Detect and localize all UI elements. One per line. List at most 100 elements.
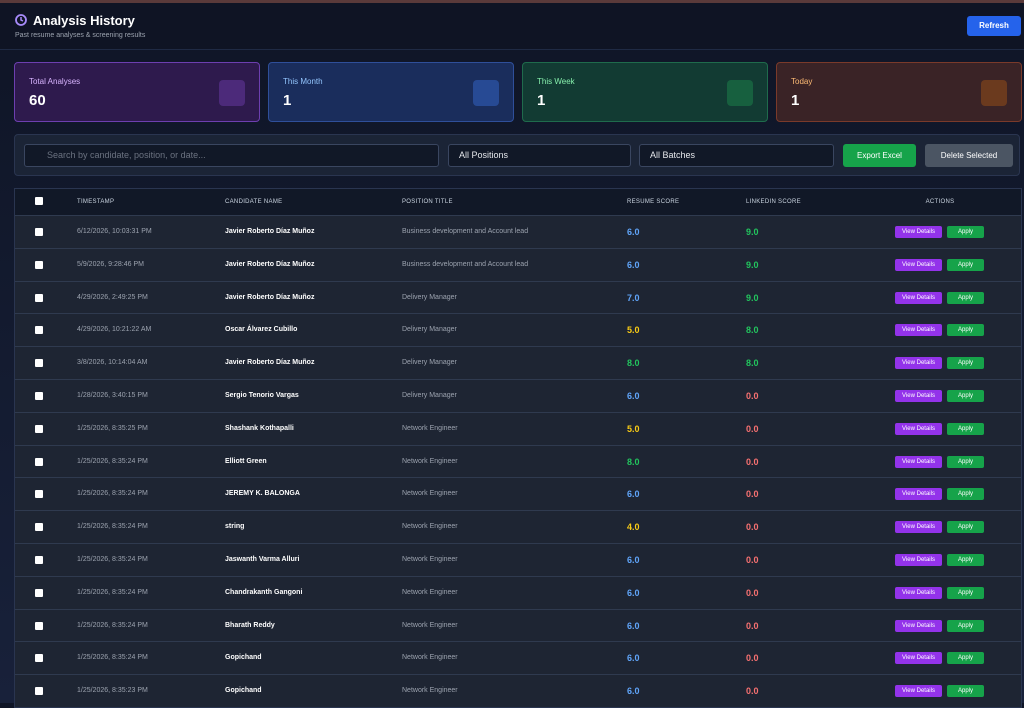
table-row: 1/25/2026, 8:35:23 PM Gopichand Network En… bbox=[15, 674, 1021, 707]
apply-button[interactable]: Apply bbox=[947, 324, 984, 337]
row-checkbox[interactable] bbox=[35, 621, 43, 630]
select-all-checkbox[interactable] bbox=[35, 197, 43, 205]
column-header: ACTIONS bbox=[925, 199, 955, 205]
position-title: Delivery Manager bbox=[402, 326, 457, 334]
row-checkbox[interactable] bbox=[35, 687, 43, 696]
resume-score: 8.0 bbox=[627, 456, 640, 467]
view-details-button[interactable]: View Details bbox=[895, 619, 942, 632]
row-checkbox[interactable] bbox=[35, 326, 43, 335]
stat-value: 1 bbox=[283, 92, 292, 109]
row-checkbox[interactable] bbox=[35, 654, 43, 663]
position-title: Delivery Manager bbox=[402, 293, 457, 301]
delete-button[interactable]: Delete Selected bbox=[925, 144, 1013, 167]
table-row: 1/28/2026, 3:40:15 PM Sergio Tenorio Varg… bbox=[15, 379, 1021, 412]
stat-label: This Week bbox=[537, 77, 575, 86]
table-row: 1/25/2026, 8:35:25 PM Shashank Kothapalli… bbox=[15, 411, 1021, 445]
timestamp: 1/25/2026, 8:35:24 PM bbox=[77, 490, 148, 498]
view-details-button[interactable]: View Details bbox=[895, 258, 942, 271]
stat-icon bbox=[727, 80, 753, 106]
row-checkbox[interactable] bbox=[35, 359, 43, 368]
view-details-button[interactable]: View Details bbox=[895, 455, 942, 468]
stat-label: This Month bbox=[283, 77, 323, 86]
column-header: CANDIDATE NAME bbox=[225, 199, 283, 205]
timestamp: 1/28/2026, 3:40:15 PM bbox=[77, 392, 148, 399]
view-details-button[interactable]: View Details bbox=[895, 390, 942, 402]
row-checkbox[interactable] bbox=[35, 392, 43, 400]
table-row: 1/25/2026, 8:35:24 PM Jaswanth Varma Allu… bbox=[15, 543, 1021, 576]
candidate-name: Sergio Tenorio Vargas bbox=[225, 392, 299, 399]
resume-score: 6.0 bbox=[627, 686, 640, 697]
batches-select[interactable]: All Batches bbox=[639, 144, 834, 167]
export-button[interactable]: Export Excel bbox=[843, 144, 916, 167]
positions-select[interactable]: All Positions bbox=[448, 144, 631, 167]
apply-button[interactable]: Apply bbox=[947, 554, 984, 566]
candidate-name: Javier Roberto Díaz Muñoz bbox=[225, 359, 315, 367]
candidate-name: Javier Roberto Díaz Muñoz bbox=[225, 228, 315, 235]
view-details-button[interactable]: View Details bbox=[895, 357, 942, 370]
timestamp: 1/25/2026, 8:35:23 PM bbox=[77, 687, 148, 695]
view-details-button[interactable]: View Details bbox=[895, 291, 942, 304]
apply-button[interactable]: Apply bbox=[947, 390, 984, 402]
row-checkbox[interactable] bbox=[35, 293, 43, 302]
apply-button[interactable]: Apply bbox=[947, 422, 984, 435]
view-details-button[interactable]: View Details bbox=[895, 652, 942, 665]
stat-value: 60 bbox=[29, 92, 46, 109]
view-details-button[interactable]: View Details bbox=[895, 685, 942, 698]
table-row: 6/12/2026, 10:03:31 PM Javier Roberto Día… bbox=[15, 215, 1021, 248]
apply-button[interactable]: Apply bbox=[947, 652, 984, 665]
timestamp: 1/25/2026, 8:35:24 PM bbox=[77, 556, 148, 563]
view-details-button[interactable]: View Details bbox=[895, 488, 942, 501]
position-title: Business development and Account lead bbox=[402, 228, 529, 235]
search-input[interactable]: Search by candidate, position, or date..… bbox=[24, 144, 439, 167]
candidate-name: Chandrakanth Gangoni bbox=[225, 588, 303, 596]
candidate-name: Shashank Kothapalli bbox=[225, 424, 294, 432]
row-checkbox[interactable] bbox=[35, 588, 43, 597]
table-row: 1/25/2026, 8:35:24 PM Bharath Reddy Networ… bbox=[15, 608, 1021, 642]
view-details-button[interactable]: View Details bbox=[895, 521, 942, 534]
view-details-button[interactable]: View Details bbox=[895, 324, 942, 337]
resume-score: 6.0 bbox=[627, 555, 640, 565]
apply-button[interactable]: Apply bbox=[947, 291, 984, 304]
apply-button[interactable]: Apply bbox=[947, 685, 984, 698]
row-checkbox[interactable] bbox=[35, 523, 43, 532]
row-checkbox[interactable] bbox=[35, 556, 43, 564]
stat-card: Total Analyses 60 bbox=[14, 62, 260, 122]
resume-score: 5.0 bbox=[627, 325, 640, 336]
row-checkbox[interactable] bbox=[35, 228, 43, 236]
apply-button[interactable]: Apply bbox=[947, 488, 984, 501]
apply-button[interactable]: Apply bbox=[947, 619, 984, 632]
candidate-name: Gopichand bbox=[225, 687, 262, 695]
apply-button[interactable]: Apply bbox=[947, 455, 984, 468]
column-header: LINKEDIN SCORE bbox=[746, 199, 801, 205]
table-header bbox=[15, 189, 1021, 215]
position-title: Delivery Manager bbox=[402, 392, 457, 399]
candidate-name: Javier Roberto Díaz Muñoz bbox=[225, 260, 315, 268]
apply-button[interactable]: Apply bbox=[947, 258, 984, 271]
view-details-button[interactable]: View Details bbox=[895, 226, 942, 238]
row-checkbox[interactable] bbox=[35, 457, 43, 466]
view-details-button[interactable]: View Details bbox=[895, 586, 942, 599]
apply-button[interactable]: Apply bbox=[947, 226, 984, 238]
position-title: Network Engineer bbox=[402, 424, 458, 432]
apply-button[interactable]: Apply bbox=[947, 521, 984, 534]
resume-score: 6.0 bbox=[627, 653, 640, 664]
view-details-button[interactable]: View Details bbox=[895, 554, 942, 566]
table-row: 4/29/2026, 10:21:22 AM Oscar Álvarez Cubi… bbox=[15, 313, 1021, 346]
timestamp: 3/8/2026, 10:14:04 AM bbox=[77, 359, 148, 367]
table-row: 4/29/2026, 2:49:25 PM Javier Roberto Díaz… bbox=[15, 280, 1021, 314]
row-checkbox[interactable] bbox=[35, 490, 43, 499]
resume-score: 6.0 bbox=[627, 620, 640, 631]
position-title: Network Engineer bbox=[402, 457, 458, 465]
history-icon bbox=[15, 14, 27, 26]
apply-button[interactable]: Apply bbox=[947, 357, 984, 370]
resume-score: 6.0 bbox=[627, 227, 640, 237]
refresh-button[interactable]: Refresh bbox=[967, 16, 1021, 36]
linkedin-score: 0.0 bbox=[746, 522, 759, 533]
resume-score: 8.0 bbox=[627, 358, 640, 369]
row-checkbox[interactable] bbox=[35, 260, 43, 269]
view-details-button[interactable]: View Details bbox=[895, 422, 942, 435]
row-checkbox[interactable] bbox=[35, 424, 43, 433]
page-subtitle: Past resume analyses & screening results bbox=[15, 32, 146, 39]
apply-button[interactable]: Apply bbox=[947, 586, 984, 599]
